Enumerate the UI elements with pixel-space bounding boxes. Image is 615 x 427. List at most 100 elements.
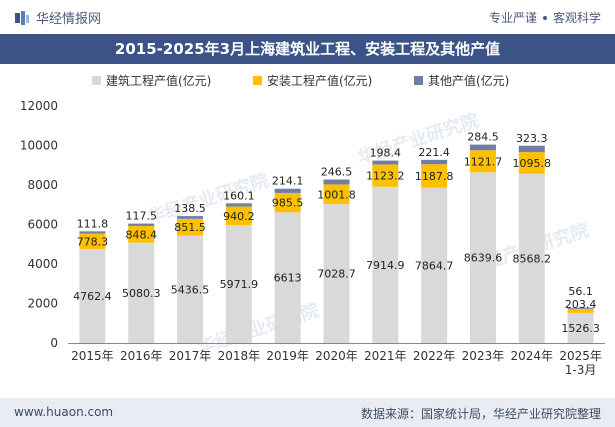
legend: 建筑工程产值(亿元) 安装工程产值(亿元) 其他产值(亿元) [92, 73, 509, 88]
legend-swatch [253, 76, 262, 85]
data-label-installation: 1121.7 [464, 155, 503, 168]
bar-segment [323, 204, 350, 343]
x-tick-label-line: 2023年 [462, 349, 505, 363]
x-tick-label: 2016年 [120, 349, 163, 363]
chart-title: 2015-2025年3月上海建筑业工程、安装工程及其他产值 [0, 34, 615, 64]
bar-segment [274, 212, 301, 343]
data-label-construction: 7028.7 [317, 268, 356, 281]
bar-segment [225, 206, 252, 226]
data-label-installation: 778.3 [77, 235, 109, 248]
brand[interactable]: 华经情报网 [14, 8, 101, 27]
bar-segment [372, 186, 399, 343]
bar-segment [518, 173, 545, 343]
stacked-bar-chart: 华经产业研究院华经产业研究院华经产业研究院华经产业研究院 建筑工程产值(亿元)安… [20, 73, 605, 377]
tagline-professional: 专业严谨 [488, 11, 537, 25]
x-tick-label-line: 2022年 [413, 349, 456, 363]
x-tick-label-line: 2018年 [218, 349, 261, 363]
bar-segment [79, 233, 106, 249]
bar-segment [421, 159, 448, 165]
bar-segment [518, 145, 545, 153]
data-label-other: 246.5 [321, 166, 353, 179]
data-label-construction: 8639.6 [464, 252, 503, 265]
x-tick-label: 2025年 1-3月 [559, 349, 602, 377]
data-label-construction: 5436.5 [171, 283, 210, 296]
brand-logo-icon [15, 10, 29, 25]
data-label-construction: 7914.9 [366, 259, 405, 272]
data-label-other: 221.4 [418, 146, 450, 159]
dot-separator-icon [542, 15, 547, 20]
legend-label: 建筑工程产值(亿元) [106, 73, 211, 88]
bar-segment [518, 152, 545, 174]
data-label-other: 284.5 [467, 131, 499, 144]
x-tick-label: 2018年 [218, 349, 261, 363]
bar-segment [79, 231, 106, 234]
tagline: 专业严谨 客观科学 [489, 9, 601, 26]
y-tick-label: 6000 [27, 218, 58, 232]
x-tick-label: 2019年 [266, 349, 309, 363]
data-label-other: 56.1 [568, 285, 593, 298]
data-labels: 4762.4 778.3 111.8 5080.3 848.4 117.5 5436.5 85… [73, 131, 600, 335]
data-label-installation: 203.4 [565, 298, 597, 311]
bar-segment [372, 160, 399, 165]
bar-segment [567, 312, 594, 343]
x-tick-label-line: 2024年 [510, 349, 553, 363]
watermark-text: 华经产业研究院 [355, 109, 482, 169]
x-tick-label: 2024年 [510, 349, 553, 363]
data-source: 数据来源：国家统计局，华经产业研究院整理 [360, 407, 601, 421]
data-label-installation: 851.5 [174, 221, 206, 234]
y-tick-label: 8000 [27, 178, 58, 192]
x-tick-label-line: 2017年 [169, 349, 212, 363]
x-tick-label-line: 2025年 [559, 349, 602, 363]
bar-segment [128, 225, 155, 243]
data-label-other: 111.8 [77, 217, 109, 230]
data-label-installation: 1001.8 [317, 188, 356, 201]
y-tick-label: 0 [50, 336, 58, 350]
x-tick-label: 2020年 [315, 349, 358, 363]
bar-segment [274, 192, 301, 213]
x-tick-label-line: 2019年 [266, 349, 309, 363]
y-tick-label: 2000 [27, 297, 58, 311]
bar-segment [567, 307, 594, 309]
data-label-construction: 5971.9 [220, 278, 259, 291]
bar-segment [177, 235, 204, 343]
y-axis: 0 2000 4000 6000 8000 10000 12000 [20, 99, 58, 350]
x-tick-label-line: 2015年 [71, 349, 114, 363]
x-tick-label: 2021年 [364, 349, 407, 363]
bar-segment [421, 164, 448, 188]
x-tick-label: 2015年 [71, 349, 114, 363]
data-label-construction: 8568.2 [513, 252, 552, 265]
tagline-objective: 客观科学 [552, 11, 601, 25]
data-label-other: 214.1 [272, 175, 304, 188]
bar-segment [177, 216, 204, 219]
data-label-other: 323.3 [516, 132, 548, 145]
legend-label: 安装工程产值(亿元) [267, 73, 372, 88]
data-label-installation: 1187.8 [415, 170, 454, 183]
y-tick-label: 12000 [20, 99, 58, 113]
data-label-other: 117.5 [125, 210, 157, 223]
y-tick-label: 10000 [20, 139, 58, 153]
data-label-other: 198.4 [370, 147, 402, 160]
data-label-installation: 1095.8 [513, 157, 552, 170]
x-axis: 2015年 2016年 2017年 2018年 2019年 2020年 2021年 2022年… [68, 343, 605, 377]
bar-segment [567, 308, 594, 313]
bar-segment [323, 184, 350, 205]
bar-segment [225, 203, 252, 207]
x-tick-label-line: 2021年 [364, 349, 407, 363]
x-tick-label: 2023年 [462, 349, 505, 363]
bar-segment [372, 164, 399, 187]
data-label-installation: 1123.2 [366, 170, 405, 183]
data-label-installation: 940.2 [223, 210, 255, 223]
bar-segment [128, 223, 155, 226]
legend-swatch [92, 76, 101, 85]
data-label-other: 160.1 [223, 189, 255, 202]
x-tick-label-line: 2020年 [315, 349, 358, 363]
top-bar: 华经情报网 专业严谨 客观科学 [0, 0, 615, 34]
data-label-construction: 7864.7 [415, 259, 454, 272]
website-link[interactable]: www.huaon.com [14, 405, 114, 419]
bar-segment [421, 187, 448, 343]
bar-segment [274, 188, 301, 193]
bars [79, 144, 594, 343]
bar-segment [469, 172, 496, 343]
bar-segment [225, 225, 252, 343]
